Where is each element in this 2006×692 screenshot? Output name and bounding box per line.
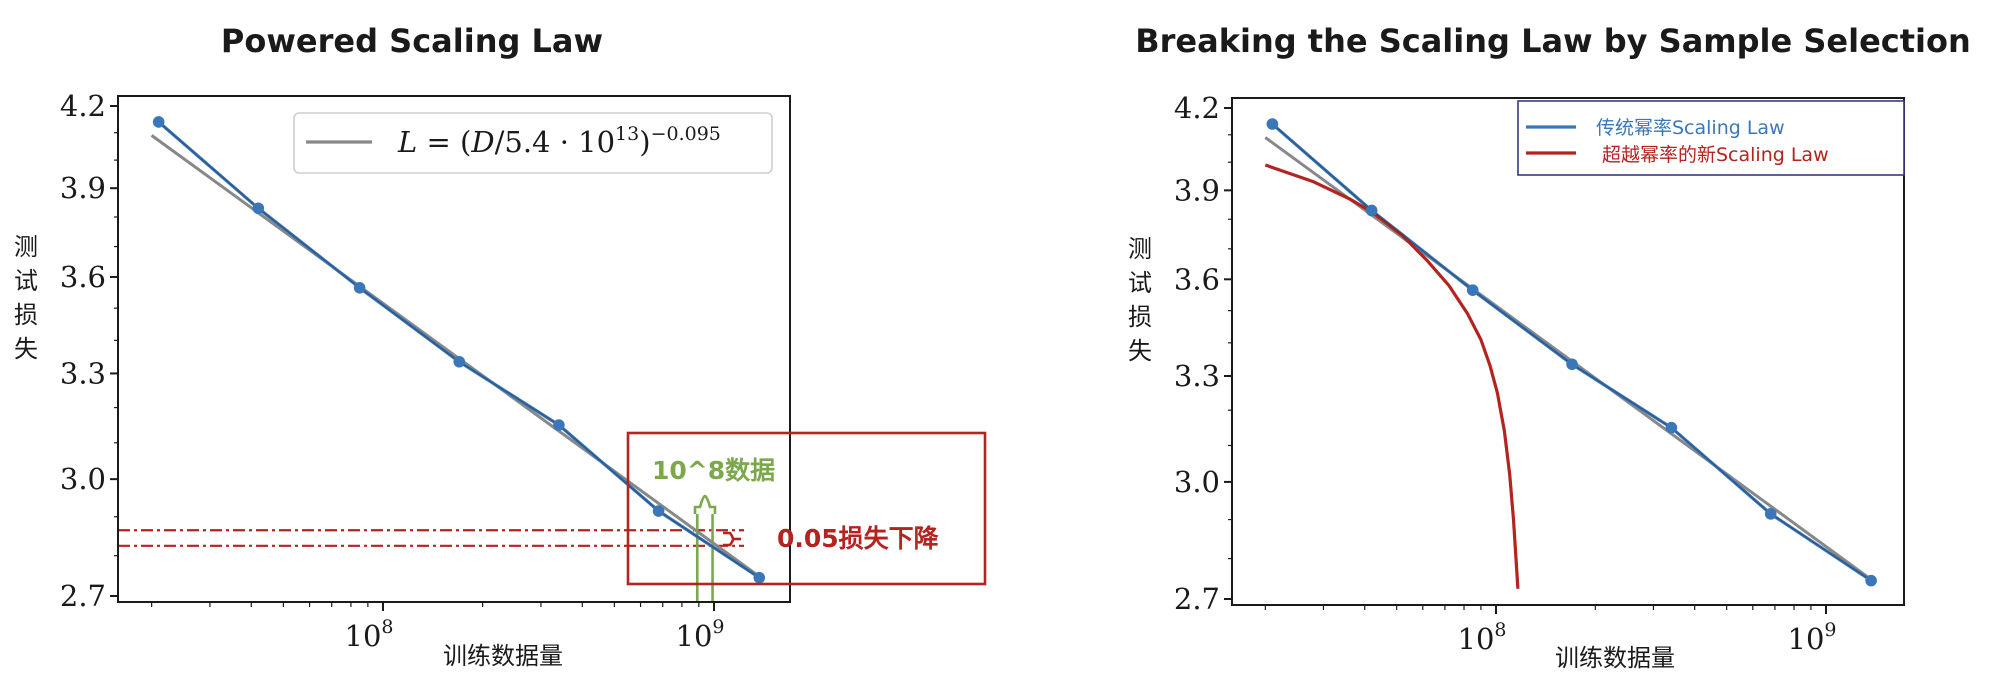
- y-tick-label: 3.3: [60, 356, 106, 390]
- series-segment: [458, 361, 560, 426]
- legend-label-new: 超越幂率的新Scaling Law: [1602, 144, 1829, 166]
- x-tick-label: 108: [345, 616, 394, 653]
- series-segment: [1670, 427, 1772, 515]
- x-tick-label: 109: [1788, 619, 1837, 656]
- y-axis-label-char: 测: [1128, 235, 1152, 263]
- data-point: [152, 116, 165, 128]
- annotation-data-label: 10^8数据: [652, 456, 775, 485]
- legend: 传统幂率Scaling Law 超越幂率的新Scaling Law: [1517, 100, 1905, 176]
- x-axis-label: 训练数据量: [1555, 644, 1675, 672]
- chart-title: Breaking the Scaling Law by Sample Selec…: [1135, 22, 1971, 60]
- y-tick-label: 2.7: [60, 579, 106, 613]
- axes-frame: [117, 95, 791, 603]
- series-segment: [1770, 513, 1872, 582]
- y-tick-label: 3.9: [60, 171, 106, 205]
- series-segment: [1271, 123, 1373, 211]
- legend: L = (D/5.4 · 1013)−0.095: [293, 112, 773, 174]
- series-segment: [257, 207, 361, 289]
- chart-title: Powered Scaling Law: [221, 22, 603, 60]
- data-point: [1764, 508, 1777, 520]
- legend-box: [1517, 100, 1905, 176]
- data-point: [353, 281, 366, 294]
- data-point: [1466, 284, 1479, 296]
- y-axis-label-char: 失: [1128, 337, 1152, 365]
- annotation-loss-label: 0.05损失下降: [777, 524, 940, 553]
- data-point: [553, 419, 565, 431]
- data-point: [1365, 204, 1378, 217]
- series-line-new-scaling-law: [1264, 163, 1520, 589]
- data-point: [1865, 574, 1877, 587]
- green-brace: [693, 494, 717, 514]
- red-brace: [723, 531, 735, 547]
- data-point: [1665, 421, 1678, 434]
- x-tick-label: 108: [1458, 619, 1507, 656]
- chart-breaking-scaling-law: Breaking the Scaling Law by Sample Selec…: [1128, 22, 1971, 672]
- x-axis-label: 训练数据量: [443, 642, 563, 670]
- y-tick-label: 3.6: [60, 260, 106, 294]
- y-tick-label: 3.3: [1174, 359, 1220, 393]
- legend-box: [293, 112, 773, 174]
- series-segment: [1371, 210, 1474, 291]
- x-tick-label: 109: [676, 616, 725, 653]
- series-segment: [359, 287, 460, 363]
- series-segment: [558, 424, 659, 512]
- plot-area: 2.7 3.0 3.3 3.6 3.9 4.2 108 109: [1174, 91, 1905, 656]
- y-axis-label-char: 试: [14, 267, 38, 295]
- data-point: [453, 355, 466, 368]
- y-axis-label-char: 失: [14, 335, 38, 363]
- legend-label-traditional: 传统幂率Scaling Law: [1596, 117, 1785, 139]
- y-axis-label-char: 测: [14, 233, 38, 261]
- data-point: [753, 571, 766, 584]
- data-point: [1566, 358, 1578, 371]
- data-point: [252, 202, 265, 215]
- y-tick-label: 3.0: [1174, 465, 1220, 499]
- axes-frame: [1231, 97, 1905, 606]
- fit-line: [150, 134, 761, 578]
- y-tick-label: 3.9: [1174, 173, 1220, 207]
- series-segment: [658, 510, 760, 579]
- annotation-group: 10^8数据 0.05损失下降: [626, 431, 987, 586]
- y-axis-label-char: 试: [1128, 269, 1152, 297]
- y-tick-label: 4.2: [1174, 91, 1220, 125]
- data-point: [652, 505, 665, 517]
- y-axis-label-char: 损: [14, 301, 38, 329]
- y-tick-label: 4.2: [60, 89, 106, 123]
- legend-label-fit: L = (D/5.4 · 1013)−0.095: [397, 123, 721, 159]
- y-tick-label: 3.0: [60, 462, 106, 496]
- plot-area: 2.7 3.0 3.3 3.6 3.9 4.2 108 109: [60, 89, 791, 653]
- series-segment: [158, 121, 259, 209]
- series-segment: [1571, 363, 1672, 429]
- series-segment: [1472, 289, 1573, 365]
- y-axis-label-char: 损: [1128, 303, 1152, 331]
- data-point: [1266, 118, 1279, 130]
- y-tick-label: 3.6: [1174, 262, 1220, 296]
- highlight-box: [626, 431, 987, 586]
- y-tick-label: 2.7: [1174, 582, 1220, 616]
